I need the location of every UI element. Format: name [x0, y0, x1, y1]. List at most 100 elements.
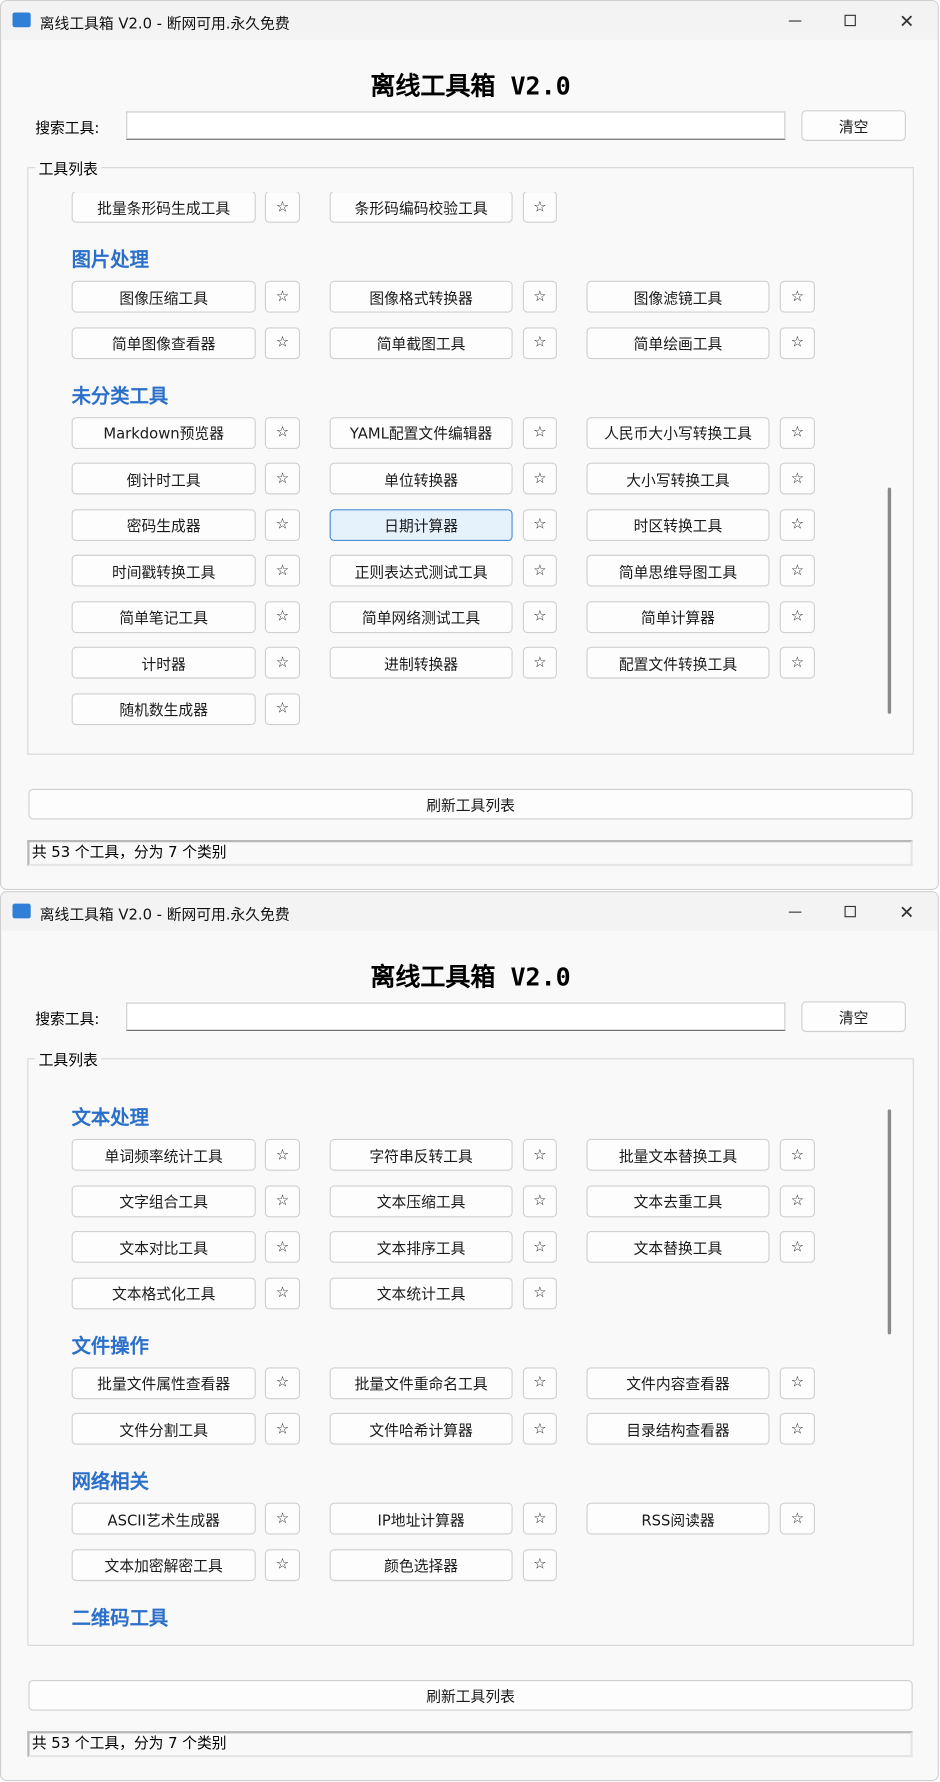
favorite-button[interactable]: ☆	[779, 326, 815, 359]
favorite-button[interactable]: ☆	[264, 1230, 301, 1263]
tool-button[interactable]: Markdown预览器	[71, 416, 256, 449]
tool-button[interactable]: 计时器	[71, 646, 256, 679]
favorite-button[interactable]: ☆	[779, 1184, 815, 1217]
tool-button[interactable]: ASCII艺术生成器	[71, 1502, 256, 1535]
favorite-button[interactable]: ☆	[264, 192, 301, 223]
tool-button[interactable]: 简单思维导图工具	[586, 554, 770, 587]
tool-button[interactable]: 文本加密解密工具	[71, 1548, 256, 1581]
favorite-button[interactable]: ☆	[779, 416, 815, 449]
favorite-button[interactable]: ☆	[779, 1138, 815, 1171]
tool-button[interactable]: 文件哈希计算器	[329, 1412, 513, 1445]
search-input[interactable]	[126, 1002, 786, 1031]
minimize-button[interactable]	[788, 20, 802, 22]
favorite-button[interactable]: ☆	[522, 554, 557, 587]
refresh-button[interactable]: 刷新工具列表	[28, 1679, 913, 1711]
favorite-button[interactable]: ☆	[264, 1277, 301, 1309]
favorite-button[interactable]: ☆	[264, 416, 301, 449]
maximize-button[interactable]	[844, 14, 856, 27]
tool-button[interactable]: 文字组合工具	[71, 1184, 256, 1217]
tool-button[interactable]: YAML配置文件编辑器	[329, 416, 513, 449]
search-input[interactable]	[126, 111, 786, 140]
tool-button[interactable]: 条形码编码校验工具	[329, 192, 513, 223]
favorite-button[interactable]: ☆	[522, 1548, 557, 1581]
favorite-button[interactable]: ☆	[264, 280, 301, 313]
favorite-button[interactable]: ☆	[779, 280, 815, 313]
tool-button[interactable]: 批量文件属性查看器	[71, 1366, 256, 1399]
favorite-button[interactable]: ☆	[264, 462, 301, 495]
tool-button[interactable]: 文件分割工具	[71, 1412, 256, 1445]
tool-button[interactable]: 简单绘画工具	[586, 326, 770, 359]
favorite-button[interactable]: ☆	[264, 692, 301, 725]
favorite-button[interactable]: ☆	[264, 1138, 301, 1171]
favorite-button[interactable]: ☆	[522, 326, 557, 359]
tool-button[interactable]: 图像压缩工具	[71, 280, 256, 313]
favorite-button[interactable]: ☆	[264, 1548, 301, 1581]
tool-button[interactable]: 颜色选择器	[329, 1548, 513, 1581]
favorite-button[interactable]: ☆	[522, 1412, 557, 1445]
tool-button[interactable]: 配置文件转换工具	[586, 646, 770, 679]
favorite-button[interactable]: ☆	[522, 462, 557, 495]
tool-button[interactable]: 批量文件重命名工具	[329, 1366, 513, 1399]
favorite-button[interactable]: ☆	[522, 1230, 557, 1263]
tool-button[interactable]: 文本替换工具	[586, 1230, 770, 1263]
minimize-button[interactable]	[788, 911, 802, 913]
tool-button[interactable]: 文本格式化工具	[71, 1277, 256, 1309]
favorite-button[interactable]: ☆	[264, 646, 301, 679]
favorite-button[interactable]: ☆	[264, 508, 301, 541]
favorite-button[interactable]: ☆	[522, 1366, 557, 1399]
favorite-button[interactable]: ☆	[779, 462, 815, 495]
tool-button[interactable]: 倒计时工具	[71, 462, 256, 495]
tool-button[interactable]: 人民币大小写转换工具	[586, 416, 770, 449]
favorite-button[interactable]: ☆	[522, 508, 557, 541]
favorite-button[interactable]: ☆	[779, 554, 815, 587]
favorite-button[interactable]: ☆	[264, 1184, 301, 1217]
favorite-button[interactable]: ☆	[522, 1184, 557, 1217]
tool-button[interactable]: 简单截图工具	[329, 326, 513, 359]
tool-button[interactable]: 时间戳转换工具	[71, 554, 256, 587]
tool-button[interactable]: 简单笔记工具	[71, 600, 256, 633]
tool-button[interactable]: 图像滤镜工具	[586, 280, 770, 313]
close-button[interactable]: ✕	[899, 10, 915, 32]
tool-button[interactable]: 密码生成器	[71, 508, 256, 541]
favorite-button[interactable]: ☆	[522, 192, 557, 223]
favorite-button[interactable]: ☆	[264, 1366, 301, 1399]
refresh-button[interactable]: 刷新工具列表	[28, 788, 913, 820]
tool-button[interactable]: RSS阅读器	[586, 1502, 770, 1535]
tool-button[interactable]: 简单计算器	[586, 600, 770, 633]
favorite-button[interactable]: ☆	[522, 280, 557, 313]
tool-button[interactable]: 字符串反转工具	[329, 1138, 513, 1171]
favorite-button[interactable]: ☆	[779, 1230, 815, 1263]
tool-button[interactable]: 图像格式转换器	[329, 280, 513, 313]
favorite-button[interactable]: ☆	[779, 1366, 815, 1399]
tool-button[interactable]: 正则表达式测试工具	[329, 554, 513, 587]
tool-button[interactable]: 随机数生成器	[71, 692, 256, 725]
tool-button[interactable]: IP地址计算器	[329, 1502, 513, 1535]
favorite-button[interactable]: ☆	[264, 326, 301, 359]
favorite-button[interactable]: ☆	[779, 646, 815, 679]
tool-button[interactable]: 简单图像查看器	[71, 326, 256, 359]
tool-button[interactable]: 简单网络测试工具	[329, 600, 513, 633]
clear-button[interactable]: 清空	[801, 1001, 906, 1033]
tool-button[interactable]: 单位转换器	[329, 462, 513, 495]
favorite-button[interactable]: ☆	[522, 416, 557, 449]
favorite-button[interactable]: ☆	[264, 600, 301, 633]
tool-button[interactable]: 文本排序工具	[329, 1230, 513, 1263]
favorite-button[interactable]: ☆	[522, 1138, 557, 1171]
favorite-button[interactable]: ☆	[779, 508, 815, 541]
close-button[interactable]: ✕	[899, 901, 915, 923]
favorite-button[interactable]: ☆	[522, 600, 557, 633]
favorite-button[interactable]: ☆	[264, 554, 301, 587]
favorite-button[interactable]: ☆	[522, 1502, 557, 1535]
favorite-button[interactable]: ☆	[522, 1277, 557, 1309]
favorite-button[interactable]: ☆	[779, 600, 815, 633]
tool-button[interactable]: 文本去重工具	[586, 1184, 770, 1217]
clear-button[interactable]: 清空	[801, 110, 906, 141]
tool-button[interactable]: 日期计算器	[329, 508, 513, 541]
favorite-button[interactable]: ☆	[779, 1502, 815, 1535]
tool-button[interactable]: 单词频率统计工具	[71, 1138, 256, 1171]
tool-button[interactable]: 文件内容查看器	[586, 1366, 770, 1399]
tool-button[interactable]: 大小写转换工具	[586, 462, 770, 495]
favorite-button[interactable]: ☆	[264, 1502, 301, 1535]
tool-button[interactable]: 文本压缩工具	[329, 1184, 513, 1217]
favorite-button[interactable]: ☆	[264, 1412, 301, 1445]
